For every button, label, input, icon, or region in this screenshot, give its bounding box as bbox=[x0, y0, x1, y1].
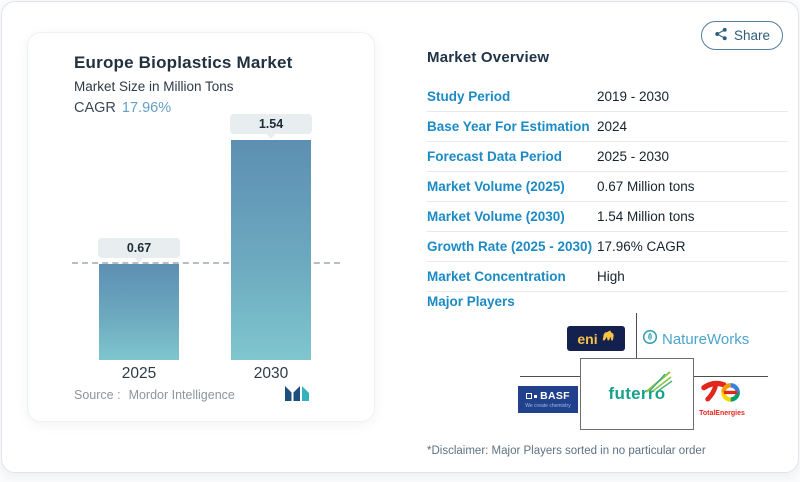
eni-dog-icon bbox=[601, 329, 615, 348]
source-value: Mordor Intelligence bbox=[128, 388, 235, 402]
disclaimer-text: *Disclaimer: Major Players sorted in no … bbox=[427, 445, 706, 457]
bar-2030 bbox=[231, 140, 311, 360]
row-label-market-concentration[interactable]: Market Concentration bbox=[427, 269, 566, 284]
natureworks-logo-text: NatureWorks bbox=[662, 331, 750, 348]
table-row: Market Concentration High bbox=[427, 262, 788, 292]
row-value: 1.54 Million tons bbox=[597, 209, 695, 224]
market-overview-title: Market Overview bbox=[427, 49, 550, 66]
basf-square-solid-icon bbox=[534, 394, 538, 398]
eni-logo: eni bbox=[567, 326, 625, 351]
share-button[interactable]: Share bbox=[701, 21, 783, 50]
table-row: Forecast Data Period 2025 - 2030 bbox=[427, 142, 788, 172]
row-label-base-year[interactable]: Base Year For Estimation bbox=[427, 119, 590, 134]
reference-line bbox=[72, 262, 340, 264]
table-row: Market Volume (2030) 1.54 Million tons bbox=[427, 202, 788, 232]
source-line: Source : Mordor Intelligence bbox=[74, 388, 235, 402]
cagr-label: CAGR bbox=[74, 100, 116, 116]
row-label-growth-rate[interactable]: Growth Rate (2025 - 2030) bbox=[427, 239, 593, 254]
table-row: Growth Rate (2025 - 2030) 17.96% CAGR bbox=[427, 232, 788, 262]
row-value: 2019 - 2030 bbox=[597, 89, 670, 104]
players-connector-right bbox=[694, 376, 768, 377]
cagr-value: 17.96% bbox=[121, 100, 172, 116]
bar-value-label-2030: 1.54 bbox=[230, 114, 312, 134]
row-label-market-volume-2030[interactable]: Market Volume (2030) bbox=[427, 209, 565, 224]
totalenergies-logo-text: TotalEnergies bbox=[699, 410, 745, 417]
share-icon bbox=[714, 27, 728, 44]
row-label-market-volume-2025[interactable]: Market Volume (2025) bbox=[427, 179, 565, 194]
chart-title: Europe Bioplastics Market bbox=[74, 53, 293, 72]
players-connector-left bbox=[520, 376, 580, 377]
natureworks-logo: NatureWorks bbox=[642, 329, 749, 350]
market-overview-table: Study Period 2019 - 2030 Base Year For E… bbox=[427, 82, 788, 292]
basf-logo-text: BASF bbox=[540, 390, 570, 402]
table-row: Study Period 2019 - 2030 bbox=[427, 82, 788, 112]
futerro-leaf-icon bbox=[643, 370, 673, 399]
natureworks-leaf-icon bbox=[642, 329, 658, 350]
row-label-study-period[interactable]: Study Period bbox=[427, 89, 511, 104]
row-value: High bbox=[597, 269, 625, 284]
chart-card: Europe Bioplastics Market Market Size in… bbox=[27, 32, 375, 422]
futerro-logo: futerro bbox=[580, 358, 694, 430]
basf-tagline: We create chemistry bbox=[525, 403, 571, 409]
row-value: 0.67 Million tons bbox=[597, 179, 695, 194]
chart-subtitle: Market Size in Million Tons bbox=[74, 79, 234, 94]
totalenergies-logo: TotalEnergies bbox=[695, 379, 749, 417]
row-value: 2024 bbox=[597, 119, 628, 134]
players-divider-vertical bbox=[636, 313, 637, 359]
table-row: Market Volume (2025) 0.67 Million tons bbox=[427, 172, 788, 202]
report-card: Europe Bioplastics Market Market Size in… bbox=[1, 1, 799, 473]
bar-2025 bbox=[99, 264, 179, 360]
source-label: Source : bbox=[74, 388, 121, 402]
mordor-intelligence-logo-icon bbox=[284, 384, 310, 407]
bar-value-label-2025: 0.67 bbox=[98, 238, 180, 258]
totalenergies-te-icon bbox=[701, 379, 743, 409]
basf-logo: BASF We create chemistry bbox=[518, 386, 578, 413]
basf-square-outline-icon bbox=[526, 393, 533, 399]
row-value: 17.96% CAGR bbox=[597, 239, 686, 254]
row-value: 2025 - 2030 bbox=[597, 149, 670, 164]
row-label-forecast-period[interactable]: Forecast Data Period bbox=[427, 149, 563, 164]
share-button-label: Share bbox=[733, 28, 771, 43]
eni-logo-text: eni bbox=[577, 330, 598, 347]
table-row: Base Year For Estimation 2024 bbox=[427, 112, 788, 142]
x-tick-2030: 2030 bbox=[253, 365, 289, 382]
chart-cagr: CAGR 17.96% bbox=[74, 100, 171, 116]
major-players-label: Major Players bbox=[427, 294, 515, 309]
x-tick-2025: 2025 bbox=[121, 365, 157, 382]
